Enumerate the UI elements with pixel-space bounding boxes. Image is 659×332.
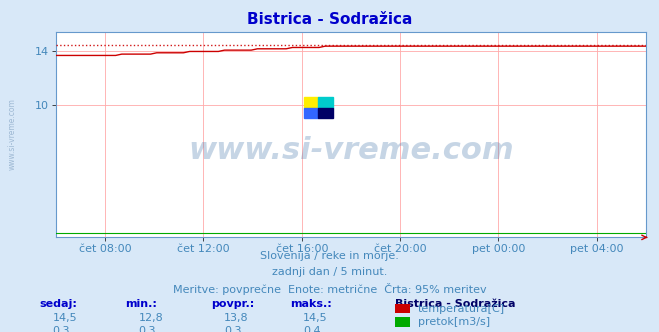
Text: maks.:: maks.: <box>290 299 331 309</box>
Text: www.si-vreme.com: www.si-vreme.com <box>188 136 514 165</box>
Text: 12,8: 12,8 <box>138 313 163 323</box>
Text: temperatura[C]: temperatura[C] <box>418 304 505 314</box>
Bar <box>304 97 318 108</box>
Text: Bistrica - Sodražica: Bistrica - Sodražica <box>395 299 516 309</box>
Text: 14,5: 14,5 <box>53 313 77 323</box>
Text: 13,8: 13,8 <box>224 313 248 323</box>
Text: Meritve: povprečne  Enote: metrične  Črta: 95% meritev: Meritve: povprečne Enote: metrične Črta:… <box>173 283 486 294</box>
Text: pretok[m3/s]: pretok[m3/s] <box>418 317 490 327</box>
Text: min.:: min.: <box>125 299 157 309</box>
Bar <box>304 108 318 118</box>
Bar <box>318 108 333 118</box>
Text: sedaj:: sedaj: <box>40 299 77 309</box>
Text: povpr.:: povpr.: <box>211 299 254 309</box>
Text: 0,3: 0,3 <box>53 326 71 332</box>
Text: Bistrica - Sodražica: Bistrica - Sodražica <box>247 12 412 27</box>
Text: 0,3: 0,3 <box>224 326 242 332</box>
Text: Slovenija / reke in morje.: Slovenija / reke in morje. <box>260 251 399 261</box>
Text: zadnji dan / 5 minut.: zadnji dan / 5 minut. <box>272 267 387 277</box>
Text: 0,3: 0,3 <box>138 326 156 332</box>
Text: 0,4: 0,4 <box>303 326 321 332</box>
Text: www.si-vreme.com: www.si-vreme.com <box>7 99 16 170</box>
Text: 14,5: 14,5 <box>303 313 328 323</box>
Bar <box>318 97 333 108</box>
